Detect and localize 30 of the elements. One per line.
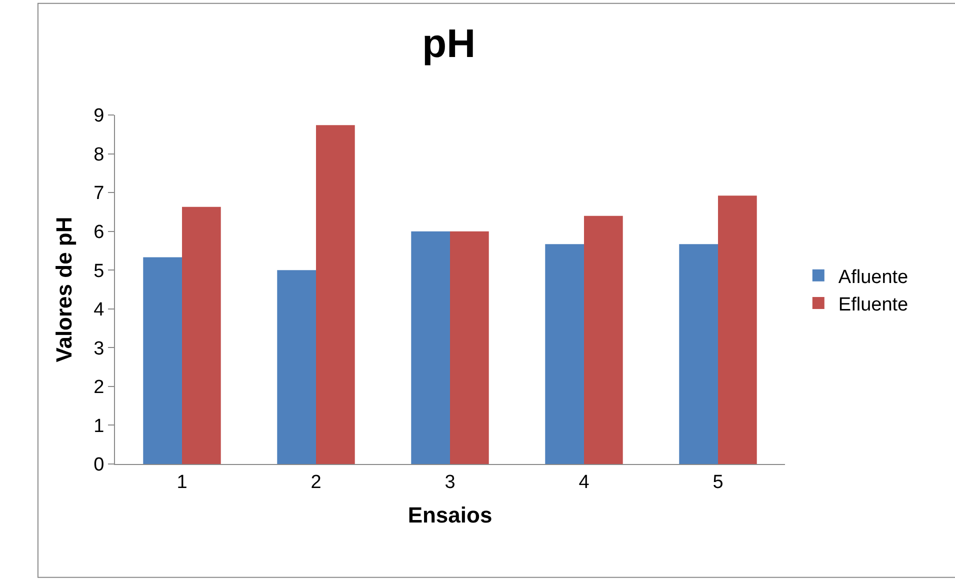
y-tick-label: 8 [94, 144, 104, 166]
x-tick-label: 5 [712, 472, 724, 493]
bar [277, 270, 316, 464]
y-tick-label: 5 [94, 260, 104, 282]
bar [545, 244, 584, 464]
bar [316, 125, 355, 464]
legend-label: Afluente [838, 266, 908, 288]
bar [718, 196, 757, 464]
y-tick-label: 0 [94, 454, 104, 476]
legend-label: Efluente [838, 294, 908, 316]
bar [679, 244, 718, 464]
y-axis-title: Valores de pH [51, 216, 76, 362]
x-tick-label: 3 [444, 472, 456, 493]
y-tick-label: 9 [94, 106, 104, 127]
y-tick-label: 4 [94, 300, 105, 321]
y-tick-label: 3 [94, 338, 104, 360]
x-tick-label: 1 [176, 472, 188, 493]
bar [450, 231, 489, 464]
bar [584, 216, 623, 464]
bar [411, 231, 450, 464]
y-tick-label: 2 [94, 377, 104, 398]
x-tick-label: 4 [578, 472, 590, 493]
y-tick-label: 6 [94, 222, 104, 243]
x-tick-label: 2 [310, 472, 322, 493]
bar [182, 206, 221, 464]
chart-title: pH [422, 22, 476, 66]
y-tick-label: 7 [94, 183, 104, 204]
y-tick-label: 1 [94, 416, 104, 437]
x-axis-title: Ensaios [408, 502, 492, 528]
bar [143, 257, 182, 464]
